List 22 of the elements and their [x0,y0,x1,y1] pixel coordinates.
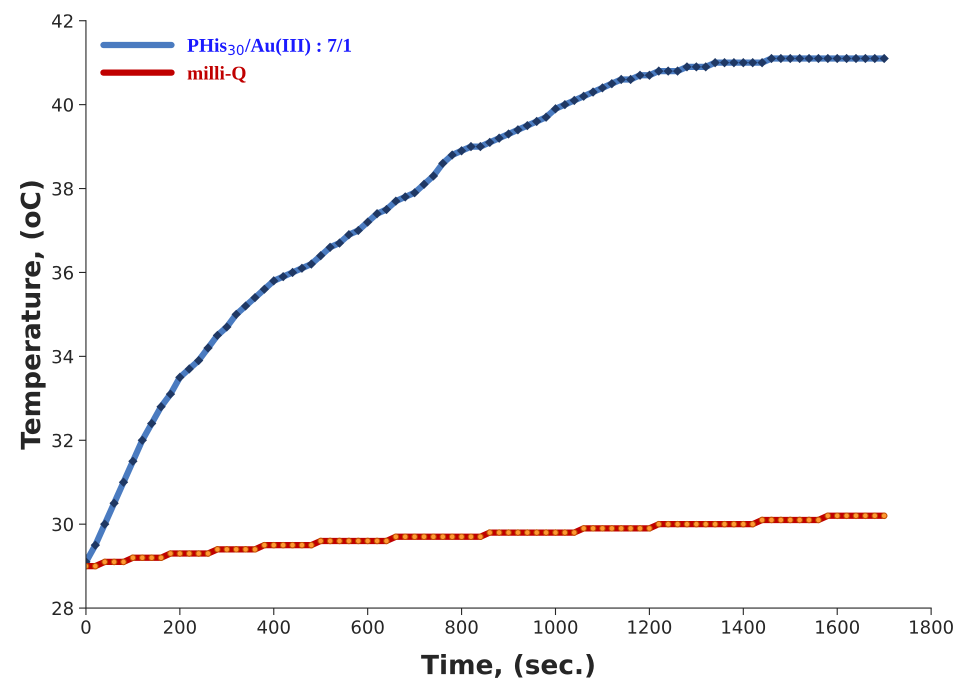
x-tick-label: 200 [164,620,196,634]
x-tick-label: 1600 [816,620,859,634]
y-tick-label: 28 [52,602,73,616]
y-tick-label: 42 [52,14,72,28]
legend-label: PHis$_{30}$/Au(III) : 7/1 [187,38,352,56]
legend-label: milli-Q [188,66,246,83]
x-tick-label: 1000 [534,620,578,634]
y-tick-label: 30 [52,518,73,532]
y-tick-label: 40 [52,98,73,112]
x-tick-label: 1200 [628,620,672,634]
x-tick-label: 1800 [910,620,953,634]
y-tick-label: 38 [52,182,73,196]
y-tick-label: 34 [52,350,74,364]
x-tick-label: 400 [257,620,290,634]
x-tick-label: 800 [446,620,478,634]
x-tick-label: 1400 [722,620,766,634]
x-tick-label: 0 [81,620,90,634]
x-axis-title: Time, (sec.) [421,654,594,678]
y-axis-title: Temperature, (oC) [20,181,46,450]
y-tick-label: 32 [52,434,72,448]
y-tick-label: 36 [52,266,74,280]
x-tick-label: 600 [352,620,384,634]
